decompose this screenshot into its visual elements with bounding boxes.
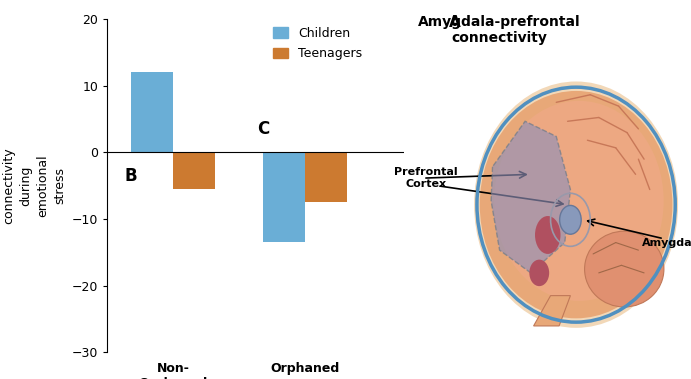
Text: Amygdala: Amygdala bbox=[641, 238, 691, 247]
Ellipse shape bbox=[494, 101, 663, 301]
Legend: Children, Teenagers: Children, Teenagers bbox=[268, 22, 367, 65]
Polygon shape bbox=[491, 121, 570, 273]
Ellipse shape bbox=[535, 216, 560, 254]
Text: B: B bbox=[124, 167, 138, 185]
Bar bbox=[173, 152, 216, 189]
Y-axis label: Level of
amygdala-
prefrontal
connectivity
during
emotional
stress: Level of amygdala- prefrontal connectivi… bbox=[0, 147, 66, 224]
Text: Orphaned: Orphaned bbox=[271, 362, 340, 376]
Text: Non-
Orphaned: Non- Orphaned bbox=[138, 362, 208, 379]
Bar bbox=[263, 152, 305, 243]
Ellipse shape bbox=[474, 81, 678, 328]
Circle shape bbox=[560, 205, 581, 234]
Text: C: C bbox=[257, 120, 269, 138]
Bar bbox=[131, 72, 173, 152]
Bar bbox=[305, 152, 348, 202]
Ellipse shape bbox=[480, 91, 672, 318]
Ellipse shape bbox=[585, 231, 664, 307]
Text: Prefrontal
Cortex: Prefrontal Cortex bbox=[394, 168, 457, 189]
Ellipse shape bbox=[529, 260, 549, 286]
Text: Amygdala-prefrontal
connectivity: Amygdala-prefrontal connectivity bbox=[418, 15, 581, 45]
Polygon shape bbox=[533, 296, 570, 326]
Text: A: A bbox=[448, 15, 460, 30]
